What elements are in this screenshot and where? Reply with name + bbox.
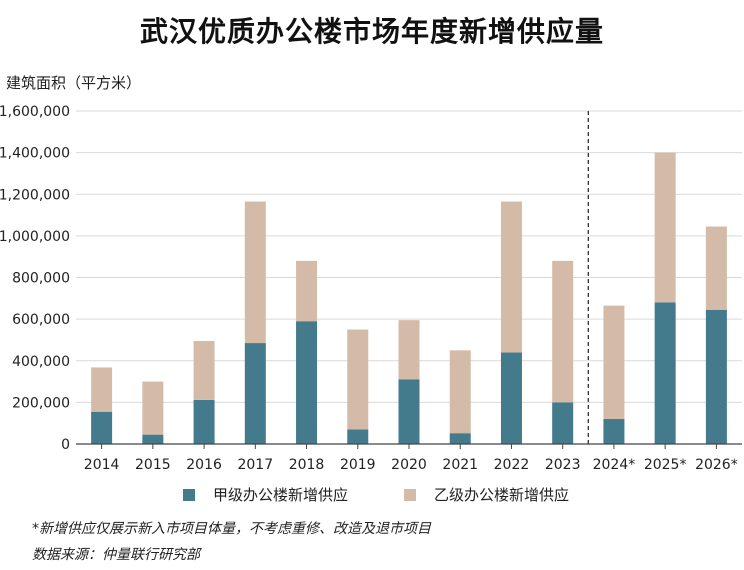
bar-grade-b [193, 340, 215, 400]
x-tick-label: 2018 [289, 457, 325, 473]
y-tick-label: 1,200,000 [0, 187, 70, 203]
y-tick-label: 200,000 [12, 395, 70, 411]
x-tick-label: 2014 [84, 457, 120, 473]
y-tick-label: 400,000 [12, 354, 70, 370]
bar-grade-b [91, 367, 113, 412]
bar-grade-a [500, 352, 522, 444]
legend-swatch-grade-b [404, 488, 416, 501]
bar-grade-b [705, 226, 727, 310]
bar-grade-b [347, 329, 369, 430]
footnote: *新增供应仅展示新入市项目体量，不考虑重修、改造及退市项目 [32, 521, 431, 537]
y-axis-unit-label: 建筑面积（平方米） [6, 74, 142, 92]
legend-label-grade-a: 甲级办公楼新增供应 [213, 486, 349, 504]
bar-grade-a [91, 411, 113, 444]
y-tick-label: 1,400,000 [0, 146, 70, 162]
x-tick-label: 2015 [135, 457, 171, 473]
legend-swatch-grade-a [183, 488, 195, 501]
x-tick-label: 2025* [644, 457, 687, 473]
bar-grade-b [500, 201, 522, 353]
bar-grade-b [398, 320, 420, 380]
bar-grade-b [449, 350, 471, 434]
x-tick-label: 2024* [593, 457, 636, 473]
x-tick-label: 2016 [186, 457, 222, 473]
y-tick-label: 1,000,000 [0, 229, 70, 245]
x-tick-label: 2017 [237, 457, 273, 473]
bar-grade-a [244, 343, 266, 444]
bar-grade-b [552, 260, 574, 403]
x-tick-label: 2021 [442, 457, 478, 473]
y-tick-label: 600,000 [12, 312, 70, 328]
y-tick-label: 1,600,000 [0, 104, 70, 120]
bar-grade-a [603, 419, 625, 444]
x-tick-label: 2020 [391, 457, 427, 473]
bar-grade-b [244, 201, 266, 344]
y-tick-label: 800,000 [12, 271, 70, 287]
bar-grade-a [552, 402, 574, 444]
bar-grade-b [142, 381, 164, 435]
source-note: 数据来源：仲量联行研究部 [32, 547, 200, 563]
bar-grade-a [296, 321, 318, 444]
y-tick-label: 0 [61, 437, 70, 453]
bar-grade-a [398, 379, 420, 444]
x-tick-label: 2026* [695, 457, 738, 473]
bar-grade-a [347, 429, 369, 444]
legend-item-grade-a: 甲级办公楼新增供应 [183, 484, 348, 505]
x-tick-label: 2019 [340, 457, 376, 473]
bar-grade-a [449, 433, 471, 444]
x-tick-label: 2022 [494, 457, 530, 473]
legend-item-grade-b: 乙级办公楼新增供应 [404, 484, 569, 505]
bar-grade-b [603, 305, 625, 420]
bar-grade-b [296, 260, 318, 322]
stacked-bar-chart: 0 200,000 400,000 600,000 800,000 1,000,000 1,… [0, 104, 742, 473]
bar-grade-a [193, 399, 215, 444]
bar-grade-a [142, 434, 164, 444]
legend-label-grade-b: 乙级办公楼新增供应 [434, 486, 570, 504]
bar-grade-a [705, 309, 727, 444]
bar-grade-a [654, 302, 676, 444]
x-tick-label: 2023 [545, 457, 581, 473]
chart-title: 武汉优质办公楼市场年度新增供应量 [139, 15, 604, 48]
bar-grade-b [654, 152, 676, 303]
